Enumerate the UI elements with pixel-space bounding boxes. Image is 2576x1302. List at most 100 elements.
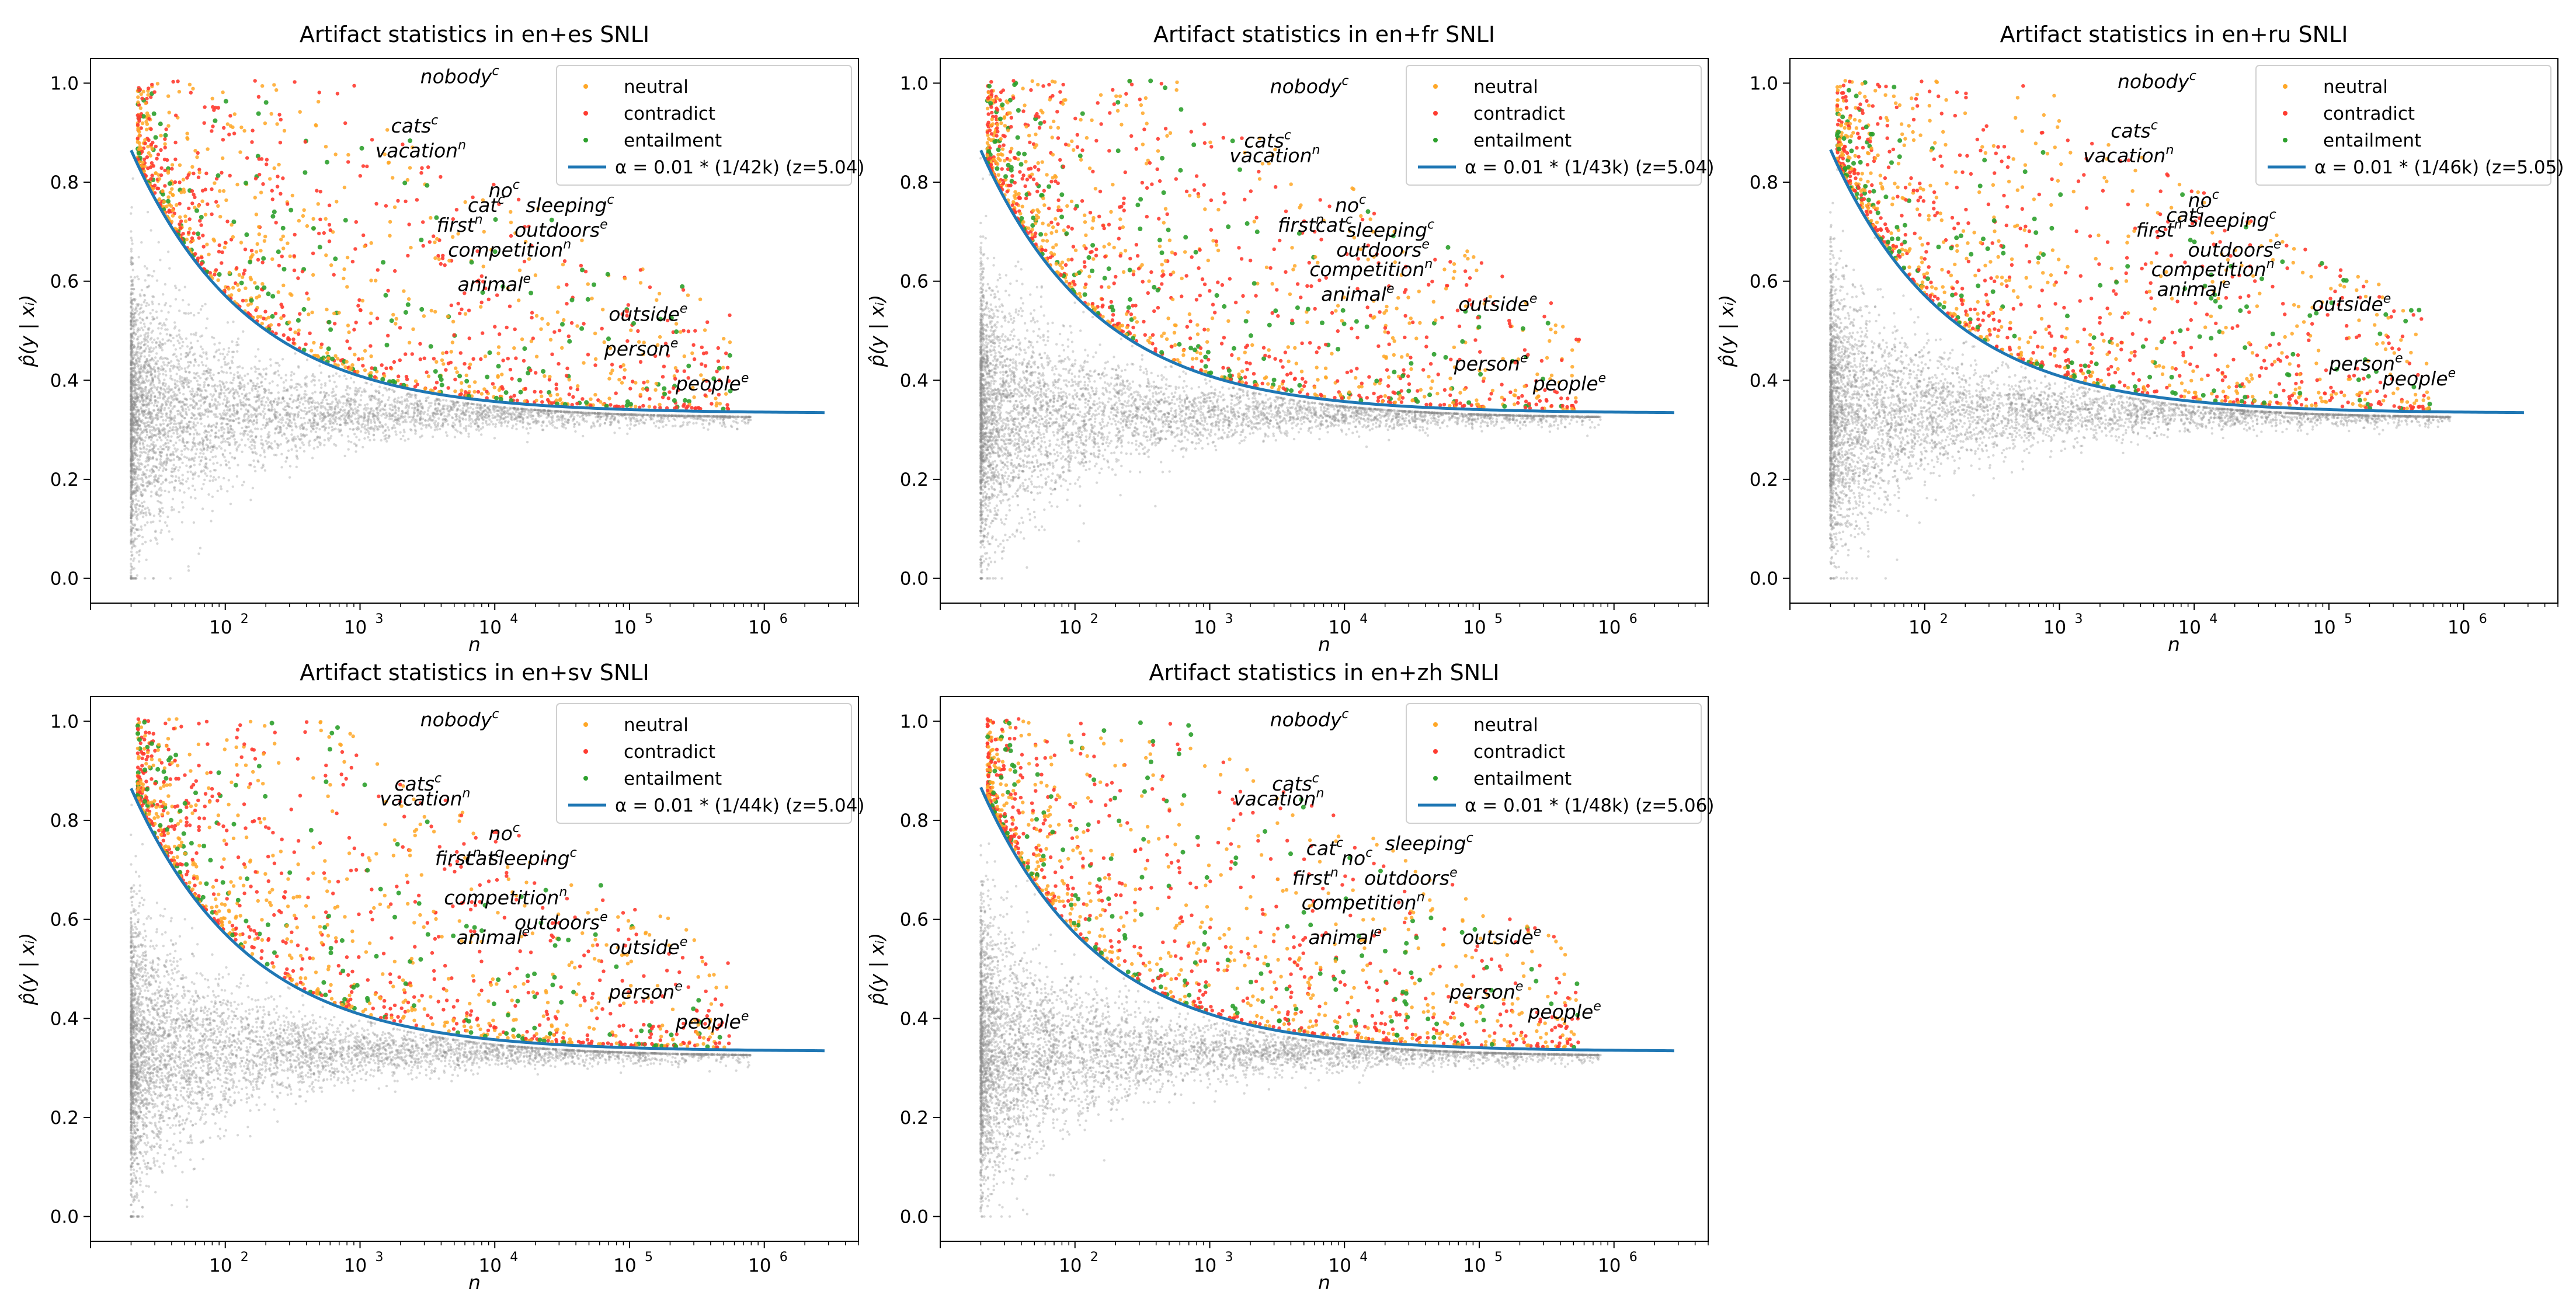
background-point	[388, 388, 391, 391]
background-point	[160, 528, 163, 532]
background-point	[260, 380, 263, 384]
background-point	[142, 450, 146, 454]
background-point	[303, 427, 305, 430]
background-point	[314, 391, 317, 394]
background-point	[192, 445, 194, 448]
background-point	[514, 410, 518, 413]
background-point	[426, 419, 430, 422]
background-point	[345, 377, 348, 380]
background-point	[168, 267, 171, 270]
background-point	[231, 435, 234, 438]
background-point	[402, 416, 405, 419]
background-point	[729, 415, 732, 418]
background-point	[243, 418, 246, 421]
background-point	[172, 394, 176, 397]
background-point	[186, 345, 189, 348]
background-point	[204, 396, 207, 399]
background-point	[140, 462, 142, 465]
background-point	[214, 413, 217, 416]
background-point	[619, 413, 622, 416]
background-point	[166, 424, 169, 427]
background-point	[411, 402, 413, 405]
background-point	[180, 376, 183, 379]
background-point	[130, 472, 133, 476]
background-point	[380, 400, 383, 403]
background-point	[263, 391, 266, 395]
background-point	[291, 437, 294, 440]
background-point	[175, 475, 178, 478]
background-point	[366, 403, 369, 406]
background-point	[480, 433, 483, 436]
background-point	[231, 456, 234, 459]
background-point	[370, 383, 373, 386]
background-point	[194, 429, 197, 431]
background-point	[154, 452, 157, 455]
background-point	[144, 460, 147, 463]
background-point	[422, 417, 425, 420]
background-point	[130, 377, 133, 380]
background-point	[378, 391, 381, 395]
background-point	[199, 404, 203, 407]
background-point	[251, 389, 254, 392]
background-point	[441, 421, 445, 424]
background-point	[186, 477, 189, 480]
background-point	[224, 395, 227, 398]
background-point	[203, 431, 206, 434]
background-point	[204, 429, 207, 432]
background-point	[135, 338, 138, 341]
background-point	[437, 402, 440, 405]
background-point	[154, 401, 157, 405]
background-point	[161, 507, 164, 510]
background-point	[701, 423, 704, 426]
background-point	[190, 333, 193, 336]
background-point	[225, 381, 228, 384]
background-point	[288, 385, 292, 388]
background-point	[253, 407, 256, 410]
background-point	[186, 354, 189, 357]
background-point	[307, 399, 310, 402]
background-point	[496, 419, 499, 422]
background-point	[179, 458, 182, 461]
background-point	[679, 425, 682, 428]
background-point	[238, 422, 241, 424]
background-point	[292, 417, 296, 420]
background-point	[186, 406, 190, 409]
background-point	[288, 424, 291, 427]
background-point	[455, 413, 458, 416]
background-point	[540, 424, 543, 427]
background-point	[141, 419, 144, 422]
background-point	[130, 507, 134, 510]
background-point	[285, 437, 288, 440]
background-point	[175, 450, 178, 453]
background-point	[367, 436, 370, 439]
background-point	[433, 399, 437, 402]
background-point	[206, 357, 208, 360]
background-point	[394, 406, 397, 409]
background-point	[130, 445, 133, 448]
background-point	[189, 465, 193, 468]
background-point	[283, 387, 286, 389]
background-point	[386, 426, 390, 429]
background-point	[419, 419, 422, 422]
background-point	[462, 403, 465, 406]
background-point	[160, 309, 163, 312]
background-point	[399, 431, 402, 434]
background-point	[130, 558, 133, 561]
background-point	[199, 354, 201, 357]
background-point	[311, 392, 314, 395]
background-point	[481, 406, 484, 409]
background-point	[199, 412, 201, 415]
background-point	[240, 438, 244, 441]
background-point	[396, 417, 399, 420]
background-point	[200, 487, 203, 490]
background-point	[134, 298, 137, 301]
background-point	[321, 405, 325, 408]
background-point	[376, 402, 379, 405]
background-point	[159, 486, 162, 489]
background-point	[569, 416, 572, 419]
background-point	[181, 478, 185, 481]
background-point	[492, 423, 495, 426]
background-point	[209, 368, 213, 371]
background-point	[132, 413, 135, 416]
background-point	[144, 386, 147, 389]
